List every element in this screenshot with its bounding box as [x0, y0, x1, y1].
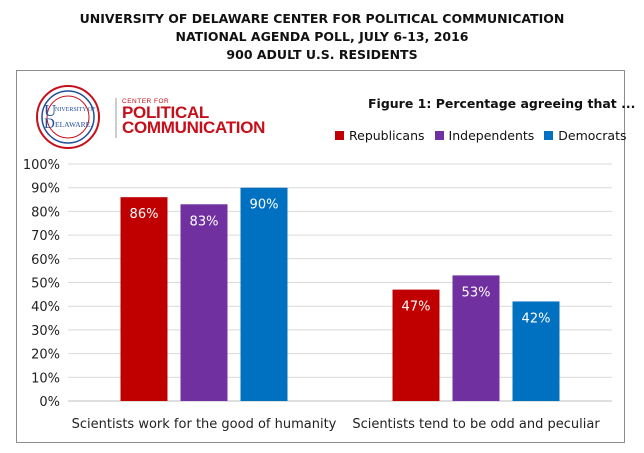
- logo-u-letter: U: [44, 101, 56, 120]
- legend-swatch-independents: [434, 131, 444, 140]
- logo-university-text: NIVERSITY OF: [55, 107, 96, 113]
- logo-center-text: CENTER FOR POLITICAL COMMUNICATION: [122, 98, 266, 137]
- figure-title: Figure 1: Percentage agreeing that ...: [368, 96, 636, 111]
- logo-delaware-text: ELAWARE.: [55, 120, 92, 129]
- logo-d-letter: D: [44, 116, 55, 132]
- chart-header: UNIVERSITY OF DELAWARE CENTER FOR POLITI…: [0, 10, 644, 64]
- chart-legend: Republicans Independents Democrats: [335, 128, 627, 143]
- legend-swatch-republicans: [335, 131, 344, 140]
- header-line-3: 900 ADULT U.S. RESIDENTS: [226, 47, 418, 62]
- legend-label-independents: Independents: [448, 128, 535, 143]
- chart-frame: [16, 70, 625, 443]
- header-line-2: NATIONAL AGENDA POLL, JULY 6-13, 2016: [175, 29, 469, 44]
- legend-swatch-democrats: [544, 131, 554, 140]
- logo-political: POLITICAL: [122, 103, 210, 122]
- ud-cpc-logo: U NIVERSITY OF D ELAWARE.: [36, 85, 117, 149]
- logo-communication: COMMUNICATION: [122, 118, 266, 137]
- legend-item-independents: Independents: [434, 128, 535, 143]
- legend-item-republicans: Republicans: [335, 128, 425, 143]
- legend-label-republicans: Republicans: [349, 128, 425, 143]
- legend-item-democrats: Democrats: [544, 128, 627, 143]
- header-line-1: UNIVERSITY OF DELAWARE CENTER FOR POLITI…: [79, 11, 565, 26]
- legend-label-democrats: Democrats: [558, 128, 627, 143]
- logo-middle-ring: [41, 90, 95, 144]
- logo-center-for: CENTER FOR: [122, 98, 170, 105]
- logo-inner-ring: [46, 95, 90, 139]
- logo-outer-ring: [36, 85, 100, 149]
